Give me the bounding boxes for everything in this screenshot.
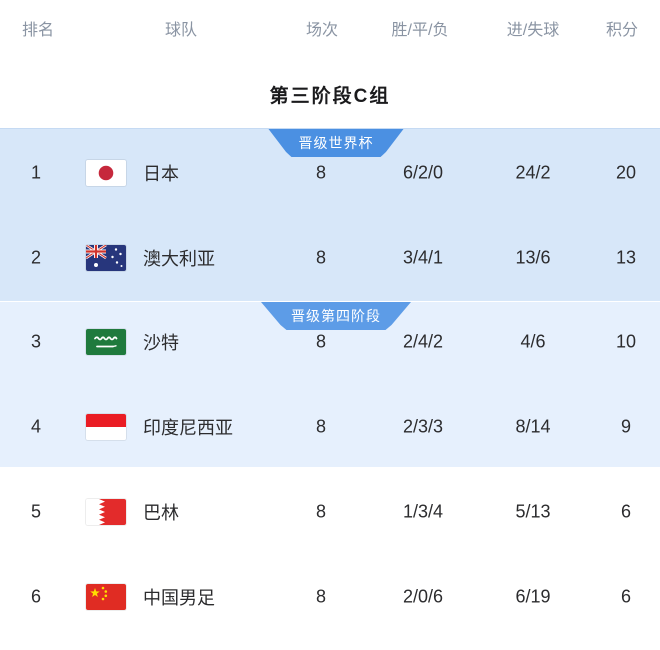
badge-qualify-world-cup: 晋级世界杯	[268, 129, 404, 157]
goals-value: 13/6	[515, 247, 551, 268]
points-value: 13	[615, 247, 637, 268]
table-row-australia[interactable]: 2 澳大利亚 8 3/4/1 13/6 13	[0, 230, 660, 286]
indonesia-flag-icon	[86, 414, 126, 440]
section-fourth-stage-zone: 晋级第四阶段 3 沙特 8 2/4/2 4/6 10 4 印度尼西亚	[0, 302, 660, 467]
header-team: 球队	[164, 22, 197, 39]
section-eliminated-zone: 5 巴林 8 1/3/4 5/13 6 6	[0, 468, 660, 650]
points-value: 9	[620, 416, 631, 437]
wdl-value: 2/3/3	[402, 416, 444, 437]
header-rank: 排名	[21, 22, 54, 39]
team-name: 沙特	[143, 333, 179, 353]
wdl-value: 2/4/2	[402, 331, 444, 352]
matches-value: 8	[315, 162, 326, 183]
header-matches: 场次	[305, 22, 338, 39]
table-row-china[interactable]: 6 中国男足 8 2/0/6 6/19 6	[0, 569, 660, 625]
header-win-draw-loss: 胜/平/负	[391, 22, 449, 39]
rank-value: 3	[30, 331, 41, 352]
goals-value: 6/19	[515, 586, 551, 607]
points-value: 10	[615, 331, 637, 352]
points-value: 6	[620, 586, 631, 607]
table-row-indonesia[interactable]: 4 印度尼西亚 8 2/3/3 8/14 9	[0, 399, 660, 455]
china-flag-icon	[86, 584, 126, 610]
team-name: 澳大利亚	[143, 249, 215, 269]
wdl-value: 6/2/0	[402, 162, 444, 183]
team-name: 日本	[143, 164, 179, 184]
wdl-value: 2/0/6	[402, 586, 444, 607]
rank-value: 2	[30, 247, 41, 268]
section-world-cup-zone: 晋级世界杯 1 日本 8 6/2/0 24/2 20 2	[0, 128, 660, 301]
goals-value: 5/13	[515, 501, 551, 522]
matches-value: 8	[315, 416, 326, 437]
goals-value: 4/6	[520, 331, 546, 352]
matches-value: 8	[315, 247, 326, 268]
points-value: 20	[615, 162, 637, 183]
points-value: 6	[620, 501, 631, 522]
badge-qualify-fourth-stage: 晋级第四阶段	[261, 302, 411, 330]
table-row-saudi-arabia[interactable]: 3 沙特 8 2/4/2 4/6 10	[0, 314, 660, 370]
team-name: 印度尼西亚	[143, 418, 233, 438]
wdl-value: 3/4/1	[402, 247, 444, 268]
goals-value: 8/14	[515, 416, 551, 437]
table-row-japan[interactable]: 1 日本 8 6/2/0 24/2 20	[0, 145, 660, 201]
wdl-value: 1/3/4	[402, 501, 444, 522]
goals-value: 24/2	[515, 162, 551, 183]
matches-value: 8	[315, 501, 326, 522]
matches-value: 8	[315, 331, 326, 352]
saudi-arabia-flag-icon	[86, 329, 126, 355]
group-title: 第三阶段C组	[269, 86, 391, 107]
table-row-bahrain[interactable]: 5 巴林 8 1/3/4 5/13 6	[0, 484, 660, 540]
japan-flag-icon	[86, 160, 126, 186]
rank-value: 4	[30, 416, 41, 437]
rank-value: 1	[30, 162, 41, 183]
table-header-row: 排名 球队 场次 胜/平/负 进/失球 积分	[0, 0, 660, 44]
team-name: 巴林	[143, 503, 179, 523]
team-name: 中国男足	[143, 588, 215, 608]
australia-flag-icon	[86, 245, 126, 271]
rank-value: 5	[30, 501, 41, 522]
header-goals: 进/失球	[506, 22, 560, 39]
header-points: 积分	[605, 22, 638, 39]
bahrain-flag-icon	[86, 499, 126, 525]
matches-value: 8	[315, 586, 326, 607]
rank-value: 6	[30, 586, 41, 607]
